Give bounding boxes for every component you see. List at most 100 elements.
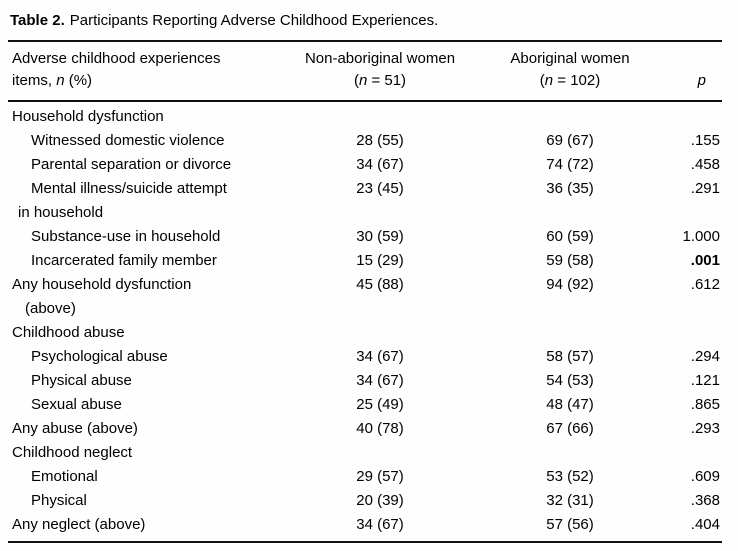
header-row: Adverse childhood experiences items, n (…	[8, 41, 722, 101]
non-aboriginal-value	[290, 441, 470, 465]
p-value: .404	[690, 516, 720, 533]
aboriginal-value: 32 (31)	[546, 492, 594, 509]
row-label: Childhood abuse	[12, 324, 125, 341]
column-header-items: Adverse childhood experiences items, n (…	[8, 41, 290, 101]
ace-table: Adverse childhood experiences items, n (…	[8, 40, 722, 543]
row-label: Physical abuse	[31, 372, 132, 389]
non-aboriginal-value: 30 (59)	[356, 228, 404, 245]
table-row: Physical 20 (39) 32 (31) .368	[8, 489, 722, 513]
row-label: Emotional	[31, 468, 98, 485]
column-header-non-aboriginal-n: (n = 51)	[353, 72, 407, 89]
italic-n: n	[544, 72, 554, 89]
p-value: .001	[690, 252, 720, 269]
non-aboriginal-value: 29 (57)	[356, 468, 404, 485]
aboriginal-value: 60 (59)	[546, 228, 594, 245]
row-label-cell: Mental illness/suicide attempt in househo…	[8, 177, 290, 225]
row-label-cell: Witnessed domestic violence	[8, 129, 290, 153]
row-label-cell: Parental separation or divorce	[8, 153, 290, 177]
aboriginal-value: 94 (92)	[546, 276, 594, 293]
non-aboriginal-value	[290, 321, 470, 345]
row-label-cell: Household dysfunction	[8, 101, 290, 129]
row-label: Any neglect (above)	[12, 516, 146, 533]
p-value: .291	[690, 180, 720, 197]
row-label-cell: Physical abuse	[8, 369, 290, 393]
row-label-cell: Childhood abuse	[8, 321, 290, 345]
aboriginal-value: 54 (53)	[546, 372, 594, 389]
table-row: Incarcerated family member 15 (29) 59 (58)…	[8, 249, 722, 273]
aboriginal-value	[470, 321, 670, 345]
aboriginal-value: 58 (57)	[546, 348, 594, 365]
row-label-cell: Childhood neglect	[8, 441, 290, 465]
p-value	[670, 441, 722, 465]
non-aboriginal-value: 34 (67)	[356, 372, 404, 389]
non-aboriginal-value: 28 (55)	[356, 132, 404, 149]
aboriginal-value: 57 (56)	[546, 516, 594, 533]
table-row: Parental separation or divorce 34 (67) 74 …	[8, 153, 722, 177]
table-caption: Table 2. Participants Reporting Adverse C…	[0, 0, 738, 31]
column-header-p: p	[697, 72, 706, 89]
column-header-aboriginal-n: (n = 102)	[539, 72, 601, 89]
table-row: Emotional 29 (57) 53 (52) .609	[8, 465, 722, 489]
row-label-cell: Any neglect (above)	[8, 513, 290, 542]
p-value: .458	[690, 156, 720, 173]
table-header: Adverse childhood experiences items, n (…	[8, 41, 722, 101]
table-row: Psychological abuse 34 (67) 58 (57) .294	[8, 345, 722, 369]
table-row: Physical abuse 34 (67) 54 (53) .121	[8, 369, 722, 393]
column-header-non-aboriginal: Non-aboriginal women (n = 51)	[290, 41, 470, 101]
p-value: .155	[690, 132, 720, 149]
row-label-cell: Physical	[8, 489, 290, 513]
row-label: Childhood neglect	[12, 444, 133, 461]
non-aboriginal-value: 15 (29)	[356, 252, 404, 269]
table-row: Mental illness/suicide attempt in househo…	[8, 177, 722, 225]
aboriginal-value: 48 (47)	[546, 396, 594, 413]
non-aboriginal-value: 23 (45)	[356, 180, 404, 197]
row-label: Psychological abuse	[31, 348, 168, 365]
non-aboriginal-value: 40 (78)	[356, 420, 404, 437]
p-value: .293	[690, 420, 720, 437]
aboriginal-value: 74 (72)	[546, 156, 594, 173]
table-row: Any abuse (above) 40 (78) 67 (66) .293	[8, 417, 722, 441]
row-label-cell: Psychological abuse	[8, 345, 290, 369]
aboriginal-value: 69 (67)	[546, 132, 594, 149]
column-header-aboriginal: Aboriginal women (n = 102)	[470, 41, 670, 101]
p-value: .865	[690, 396, 720, 413]
aboriginal-value: 36 (35)	[546, 180, 594, 197]
non-aboriginal-value: 34 (67)	[356, 348, 404, 365]
aboriginal-value: 59 (58)	[546, 252, 594, 269]
row-label: Incarcerated family member	[31, 252, 217, 269]
row-label: Household dysfunction	[12, 108, 164, 125]
row-label: Substance-use in household	[31, 228, 221, 245]
row-label-cell: Any household dysfunction (above)	[8, 273, 290, 321]
row-label-cell: Any abuse (above)	[8, 417, 290, 441]
row-label-cell: Sexual abuse	[8, 393, 290, 417]
table-row: Any household dysfunction (above) 45 (88) 9…	[8, 273, 722, 321]
row-label-cell: Substance-use in household	[8, 225, 290, 249]
row-label: Any household dysfunction	[12, 276, 192, 293]
aboriginal-value	[470, 441, 670, 465]
p-value: .368	[690, 492, 720, 509]
row-label: Sexual abuse	[31, 396, 122, 413]
table-row: Any neglect (above) 34 (67) 57 (56) .404	[8, 513, 722, 542]
aboriginal-value	[470, 101, 670, 129]
non-aboriginal-value: 45 (88)	[356, 276, 404, 293]
column-header-non-aboriginal-line1: Non-aboriginal women	[304, 50, 456, 67]
table-row: Childhood neglect	[8, 441, 722, 465]
table-row: Substance-use in household 30 (59) 60 (59)…	[8, 225, 722, 249]
column-header-items-line2: items, n (%)	[12, 72, 93, 89]
table-row: Household dysfunction	[8, 101, 722, 129]
p-value: .612	[690, 276, 720, 293]
p-value: .294	[690, 348, 720, 365]
p-value: 1.000	[682, 228, 720, 245]
table-row: Childhood abuse	[8, 321, 722, 345]
row-label: Parental separation or divorce	[31, 156, 232, 173]
non-aboriginal-value: 34 (67)	[356, 516, 404, 533]
non-aboriginal-value	[290, 101, 470, 129]
row-label-cell: Emotional	[8, 465, 290, 489]
column-header-aboriginal-line1: Aboriginal women	[510, 50, 630, 67]
italic-n: n	[56, 72, 65, 89]
p-value	[670, 321, 722, 345]
p-value: .609	[690, 468, 720, 485]
row-label: Witnessed domestic violence	[31, 132, 225, 149]
non-aboriginal-value: 34 (67)	[356, 156, 404, 173]
